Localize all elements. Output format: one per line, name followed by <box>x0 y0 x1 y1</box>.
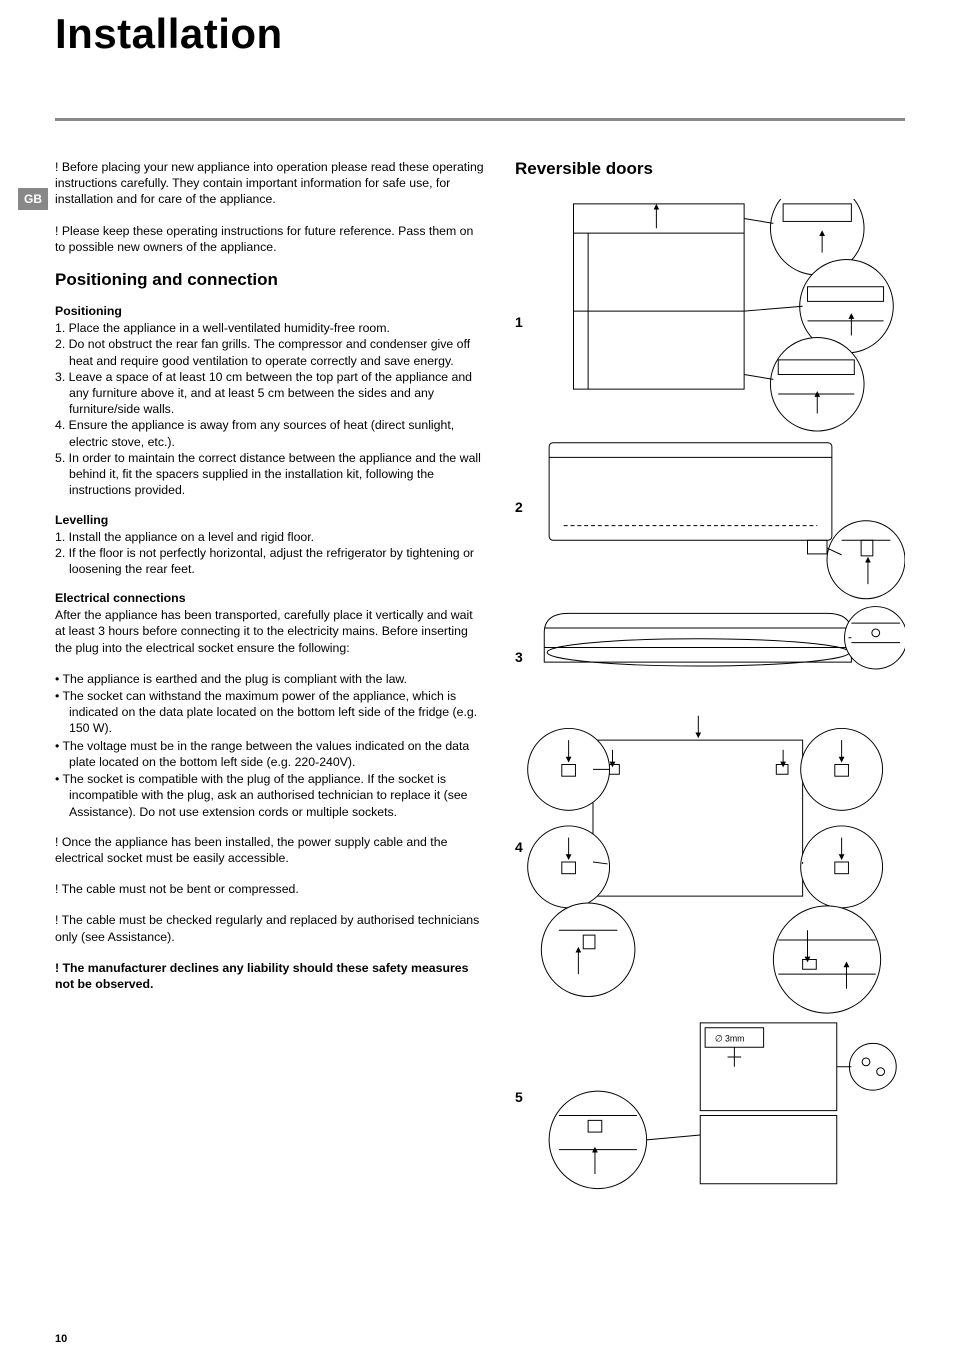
list-item: 3. Leave a space of at least 10 cm betwe… <box>55 369 485 418</box>
subheading-levelling: Levelling <box>55 513 485 527</box>
section-positioning-heading: Positioning and connection <box>55 270 485 290</box>
subheading-electrical: Electrical connections <box>55 591 485 605</box>
step-label-1: 1 <box>515 314 523 330</box>
subheading-positioning: Positioning <box>55 304 485 318</box>
page-title: Installation <box>55 10 905 58</box>
right-column: Reversible doors 1 2 3 4 5 <box>515 159 905 1199</box>
warning-cable-bent: ! The cable must not be bent or compress… <box>55 881 485 897</box>
positioning-list: 1. Place the appliance in a well-ventila… <box>55 320 485 498</box>
list-item: 1. Install the appliance on a level and … <box>55 529 485 545</box>
page-number: 10 <box>55 1333 67 1345</box>
language-tag: GB <box>18 188 48 210</box>
levelling-list: 1. Install the appliance on a level and … <box>55 529 485 578</box>
content-columns: ! Before placing your new appliance into… <box>55 159 905 1199</box>
reversible-doors-diagram: ∅ 3mm <box>515 199 905 1194</box>
list-item: 4. Ensure the appliance is away from any… <box>55 417 485 449</box>
svg-text:∅ 3mm: ∅ 3mm <box>715 1033 745 1043</box>
reversible-doors-heading: Reversible doors <box>515 159 905 179</box>
electrical-intro: After the appliance has been transported… <box>55 607 485 656</box>
list-item: 1. Place the appliance in a well-ventila… <box>55 320 485 336</box>
step-label-4: 4 <box>515 839 523 855</box>
list-item: The socket is compatible with the plug o… <box>55 771 485 820</box>
step-label-5: 5 <box>515 1089 523 1105</box>
step-label-3: 3 <box>515 649 523 665</box>
list-item: 2. Do not obstruct the rear fan grills. … <box>55 336 485 368</box>
electrical-bullets: The appliance is earthed and the plug is… <box>55 671 485 820</box>
left-column: ! Before placing your new appliance into… <box>55 159 485 1199</box>
diagram-area: 1 2 3 4 5 <box>515 199 905 1199</box>
intro-warning-1: ! Before placing your new appliance into… <box>55 159 485 208</box>
warning-liability: ! The manufacturer declines any liabilit… <box>55 960 485 992</box>
list-item: 2. If the floor is not perfectly horizon… <box>55 545 485 577</box>
list-item: The socket can withstand the maximum pow… <box>55 688 485 737</box>
intro-warning-2: ! Please keep these operating instructio… <box>55 223 485 255</box>
list-item: 5. In order to maintain the correct dist… <box>55 450 485 499</box>
warning-cable-check: ! The cable must be checked regularly an… <box>55 912 485 944</box>
warning-accessible: ! Once the appliance has been installed,… <box>55 834 485 866</box>
divider <box>55 118 905 121</box>
step-label-2: 2 <box>515 499 523 515</box>
list-item: The voltage must be in the range between… <box>55 738 485 770</box>
list-item: The appliance is earthed and the plug is… <box>55 671 485 687</box>
